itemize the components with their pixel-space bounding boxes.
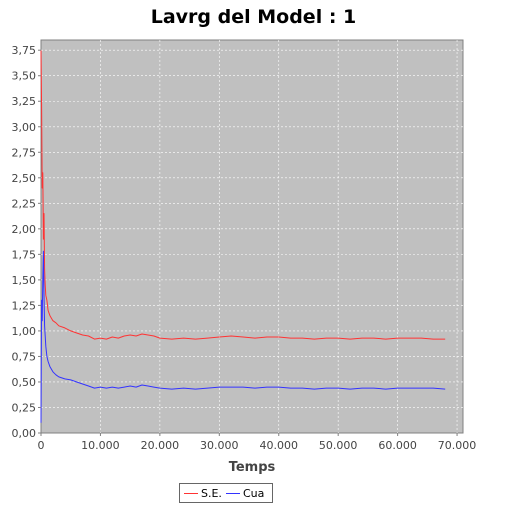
legend-label-se: S.E.: [201, 486, 222, 500]
y-tick-label: 3,75: [12, 44, 37, 57]
x-axis-label: Temps: [229, 460, 276, 475]
y-tick-label: 0,75: [12, 350, 37, 363]
x-tick-label: 30.000: [200, 439, 239, 452]
x-tick-label: 70.000: [438, 439, 477, 452]
y-tick-label: 1,00: [12, 325, 37, 338]
grid-layer: [41, 40, 463, 433]
y-tick-label: 0,50: [12, 376, 37, 389]
legend-swatch-cua: [225, 492, 240, 494]
chart-title: Lavrg del Model : 1: [150, 6, 357, 28]
x-tick-label: 10.000: [81, 439, 120, 452]
series-line-cua: [40, 250, 446, 423]
x-tick-label: 60.000: [378, 439, 417, 452]
y-tick-label: 2,25: [12, 197, 37, 210]
axes-layer: 0,00 0,25 0,50 0,75 1,00 1,25 1,50 1,75 2,00 2,25…: [12, 44, 477, 452]
legend-label-cua: Cua: [242, 486, 265, 500]
y-tick-label: 3,00: [12, 121, 37, 134]
y-tick-label: 2,00: [12, 223, 37, 236]
x-tick-label: 50.000: [319, 439, 358, 452]
plot-background: [40, 39, 464, 434]
y-tick-label: 0,25: [12, 401, 37, 414]
x-tick-label: 0: [38, 439, 45, 452]
legend-item-cua: Cua: [225, 486, 265, 500]
legend-swatch-se: [184, 492, 198, 494]
y-tick-label: 2,75: [12, 146, 37, 159]
legend: S.E. Cua: [179, 483, 274, 503]
legend-item-se: S.E.: [184, 487, 222, 500]
series-line-se: [40, 50, 446, 340]
y-tick-label: 1,75: [12, 248, 37, 261]
series-layer: [40, 50, 446, 423]
y-tick-label: 2,50: [12, 172, 37, 185]
y-tick-label: 3,25: [12, 95, 37, 108]
y-tick-label: 1,50: [12, 274, 37, 287]
x-tick-label: 40.000: [259, 439, 298, 452]
y-tick-label: 1,25: [12, 299, 37, 312]
x-tick-label: 20.000: [141, 439, 180, 452]
y-tick-label: 3,50: [12, 70, 37, 83]
y-tick-label: 0,00: [12, 427, 37, 440]
